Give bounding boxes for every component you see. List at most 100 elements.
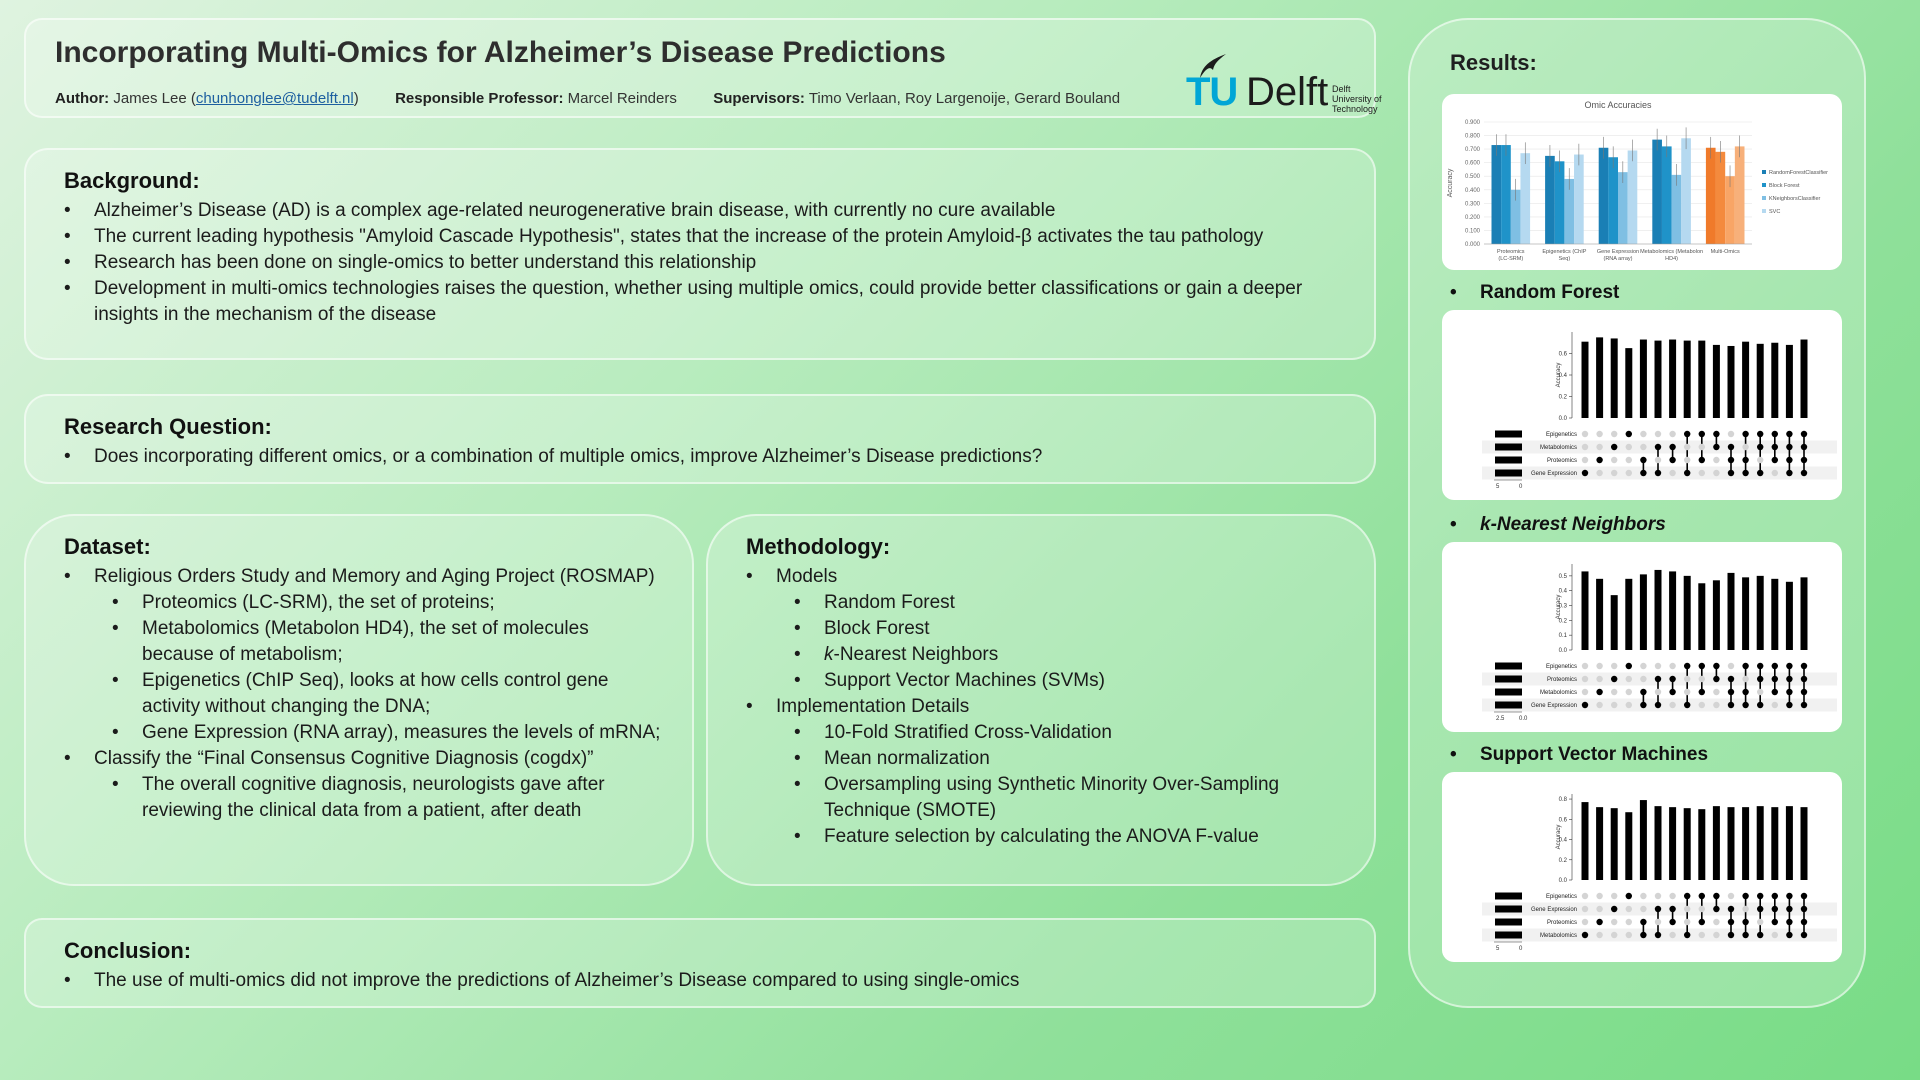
- bar: [1596, 578, 1604, 650]
- matrix-dot-active: [1698, 456, 1705, 464]
- author-email-link[interactable]: chunhonglee@tudelft.nl: [195, 90, 354, 107]
- set-label: Gene Expression: [1531, 471, 1577, 477]
- matrix-dot-active: [1654, 469, 1662, 477]
- matrix-dot-inactive: [1757, 688, 1764, 696]
- set-size-tick-label: 0.0: [1519, 716, 1528, 722]
- bar: [1545, 155, 1555, 244]
- research-question-title: Research Question:: [64, 414, 272, 439]
- matrix-dot-inactive: [1669, 931, 1676, 939]
- y-tick-label: 0.400: [1465, 188, 1481, 194]
- matrix-dot-inactive: [1611, 931, 1618, 939]
- matrix-dot-active: [1640, 701, 1647, 709]
- matrix-dot-inactive: [1581, 443, 1589, 451]
- matrix-dot-active: [1669, 443, 1676, 451]
- y-tick-label: 0.300: [1465, 201, 1481, 207]
- set-size-bar: [1495, 443, 1522, 451]
- matrix-dot-inactive: [1625, 469, 1632, 477]
- matrix-dot-active: [1654, 931, 1662, 939]
- matrix-dot-active: [1713, 430, 1720, 438]
- matrix-dot-active: [1727, 701, 1735, 709]
- matrix-dot-active: [1757, 931, 1764, 939]
- research-question-list: Does incorporating different omics, or a…: [64, 444, 1364, 470]
- list-item: Implementation Details: [746, 694, 1346, 720]
- bar: [1785, 581, 1793, 650]
- matrix-dot-active: [1800, 892, 1808, 900]
- matrix-dot-inactive: [1625, 931, 1632, 939]
- chart-title: Omic Accuracies: [1584, 100, 1652, 110]
- matrix-dot-inactive: [1625, 918, 1632, 926]
- knn-panel: 0.0 0.1 0.2 0.3 0.4 0.5 Accuracy Epigenetics Pro…: [1442, 542, 1842, 732]
- bar: [1683, 808, 1691, 880]
- bar: [1785, 344, 1793, 418]
- list-item: Development in multi-omics technologies …: [64, 276, 1364, 328]
- matrix-dot-active: [1713, 662, 1720, 670]
- list-item: The current leading hypothesis "Amyloid …: [64, 224, 1364, 250]
- bar: [1574, 154, 1584, 244]
- matrix-dot-active: [1771, 688, 1778, 696]
- logo-tu: TU: [1186, 70, 1238, 114]
- y-tick-label: 0.1: [1559, 633, 1568, 639]
- result-label-svm: Support Vector Machines: [1450, 744, 1708, 766]
- matrix-dot-inactive: [1640, 905, 1647, 913]
- matrix-dot-active: [1669, 456, 1676, 464]
- matrix-dot-inactive: [1771, 931, 1778, 939]
- y-tick-label: 0.5: [1559, 574, 1568, 580]
- dataset-list: Religious Orders Study and Memory and Ag…: [64, 564, 664, 824]
- matrix-dot-active: [1771, 675, 1778, 683]
- bar: [1610, 808, 1618, 880]
- list-item: Support Vector Machines (SVMs): [746, 668, 1346, 694]
- y-tick-label: 0.100: [1465, 228, 1481, 234]
- dataset-title: Dataset:: [64, 534, 151, 559]
- result-label-knn: k-Nearest Neighbors: [1450, 514, 1666, 536]
- list-item: The overall cognitive diagnosis, neurolo…: [64, 772, 664, 824]
- matrix-dot-active: [1786, 701, 1793, 709]
- bar: [1610, 595, 1618, 650]
- list-item: Epigenetics (ChIP Seq), looks at how cel…: [64, 668, 664, 720]
- list-item: Does incorporating different omics, or a…: [64, 444, 1364, 470]
- set-size-bar: [1495, 701, 1522, 709]
- background-list: Alzheimer’s Disease (AD) is a complex ag…: [64, 198, 1364, 328]
- bar: [1800, 807, 1808, 880]
- matrix-dot-active: [1698, 688, 1705, 696]
- supervisors-names: Timo Verlaan, Roy Largenoije, Gerard Bou…: [808, 90, 1121, 107]
- set-size-bar: [1495, 430, 1522, 438]
- matrix-dot-active: [1684, 892, 1691, 900]
- matrix-dot-active: [1800, 688, 1808, 696]
- list-item: Classify the “Final Consensus Cognitive …: [64, 746, 664, 772]
- set-size-bar: [1495, 918, 1522, 926]
- matrix-dot-active: [1742, 918, 1749, 926]
- results-section: Results: Omic Accuracies Accuracy 0.000 0.1…: [1408, 18, 1866, 1008]
- set-label: Epigenetics: [1546, 432, 1577, 438]
- matrix-dot-active: [1669, 675, 1676, 683]
- y-tick-label: 0.0: [1559, 648, 1568, 654]
- matrix-dot-active: [1786, 456, 1793, 464]
- bar: [1683, 575, 1691, 650]
- bar: [1683, 340, 1691, 418]
- matrix-dot-active: [1698, 892, 1705, 900]
- matrix-dot-active: [1654, 701, 1662, 709]
- methodology-section: Methodology: Models Random Forest Block …: [706, 514, 1376, 886]
- bar: [1596, 807, 1604, 880]
- y-tick-label: 0.0: [1559, 878, 1568, 884]
- legend-swatch: [1762, 170, 1766, 174]
- set-label: Gene Expression: [1531, 703, 1577, 709]
- matrix-dot-active: [1771, 443, 1778, 451]
- matrix-dot-inactive: [1596, 931, 1603, 939]
- matrix-dot-active: [1640, 456, 1647, 464]
- matrix-dot-active: [1800, 456, 1808, 464]
- matrix-dot-active: [1727, 443, 1735, 451]
- matrix-dot-inactive: [1581, 430, 1589, 438]
- bar: [1652, 139, 1662, 244]
- bar: [1608, 157, 1618, 244]
- matrix-dot-active: [1800, 662, 1808, 670]
- matrix-dot-inactive: [1727, 662, 1735, 670]
- logo-subtitle: Delft University of Technology: [1332, 84, 1382, 114]
- matrix-dot-inactive: [1596, 905, 1603, 913]
- matrix-dot-inactive: [1640, 892, 1647, 900]
- matrix-dot-active: [1786, 931, 1793, 939]
- matrix-dot-inactive: [1611, 688, 1618, 696]
- methodology-list: Models Random Forest Block Forest k-Near…: [746, 564, 1346, 850]
- tu-delft-logo: TU Delft Delft University of Technology: [1186, 54, 1386, 116]
- matrix-dot-active: [1742, 931, 1749, 939]
- x-tick-label: (RNA array): [1603, 256, 1632, 262]
